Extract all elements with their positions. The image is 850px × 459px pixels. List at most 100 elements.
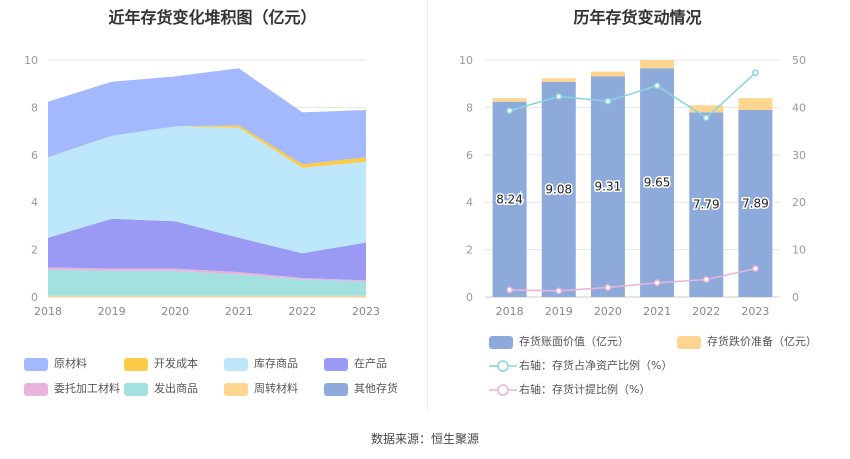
legend-swatch [24,383,48,396]
bar-impairment-reserve [541,78,576,82]
y-tick-label: 2 [31,244,38,257]
line-point [604,284,612,291]
legend-label: 发出商品 [154,382,198,395]
bar-inventory-value [492,101,527,297]
bar-value-label: 7.89 [742,197,769,211]
legend-swatch [224,358,248,371]
line-point [604,97,612,105]
area-1 [48,269,366,296]
legend-label: 原材料 [54,357,87,370]
y-tick-label: 0 [31,291,38,304]
area-3 [48,218,366,281]
x-tick-label: 2019 [545,305,573,318]
y-tick-label: 4 [31,196,38,209]
area-0 [48,295,366,297]
y-tick-label: 8 [466,101,473,114]
x-tick-label: 2018 [34,305,62,318]
area-2 [48,267,366,282]
line-point [752,265,759,272]
inventory-bar-chart: 0 2 4 6 8 10 0 10 20 30 40 50 8.24 9.08 9.31 9.65 7.79 7.… [459,54,806,318]
legend-swatch [489,336,513,349]
line-point [506,286,513,294]
legend-swatch [677,336,701,349]
y-tick-label: 2 [466,244,473,257]
y2-tick-label: 30 [792,149,806,162]
y2-tick-label: 10 [792,244,806,257]
line-point [752,69,759,77]
legend-label: 其他存货 [354,382,398,395]
legend-label: 委托加工材料 [54,382,120,395]
legend-swatch [124,383,148,396]
legend-label: 存货跌价准备（亿元） [707,335,817,348]
bar-impairment-reserve [590,71,625,77]
y2-tick-label: 50 [792,54,806,67]
right-chart-title: 历年存货变动情况 [573,8,702,27]
area-4 [48,126,366,254]
legend-label: 周转材料 [254,382,298,395]
bar-value-label: 8.24 [496,192,523,206]
legend-swatch [324,383,348,396]
line-point [702,276,710,283]
area-6 [48,68,366,165]
stacked-area-chart: 0 2 4 6 8 10 2018 2019 2020 2021 2022 2023 [24,54,380,318]
bar-impairment-reserve [492,98,527,102]
x-tick-label: 2022 [692,305,720,318]
line-point [702,114,710,122]
bar-inventory-value [541,81,576,297]
x-tick-label: 2020 [161,305,189,318]
y-tick-label: 6 [31,149,38,162]
line-point [555,93,563,100]
bar-inventory-value [640,68,675,297]
x-tick-label: 2023 [352,305,380,318]
legend-swatch [224,383,248,396]
bar-value-label: 9.08 [545,182,572,196]
bar-value-label: 9.65 [644,176,671,190]
right-legend: 存货账面价值（亿元） 存货跌价准备（亿元） 右轴：存货占净资产比例（%） 右轴：存货计… [425,334,850,406]
y2-tick-label: 0 [792,291,799,304]
y-tick-label: 8 [31,101,38,114]
line-point [506,107,513,115]
x-tick-label: 2020 [594,305,622,318]
inventory-bar-panel: 历年存货变动情况 0 2 4 6 8 10 0 10 20 30 40 50 8.24 9.08 9.31 9… [425,0,850,410]
data-source: 数据来源：恒生聚源 [370,432,479,446]
legend-label: 在产品 [354,357,387,370]
legend-swatch [124,358,148,371]
bar-impairment-reserve [689,105,724,113]
x-tick-label: 2022 [288,305,316,318]
x-tick-label: 2023 [741,305,769,318]
y-tick-label: 10 [24,54,38,67]
bar-impairment-reserve [738,98,773,111]
legend-label: 存货账面价值（亿元） [519,335,629,348]
line-point [653,279,661,287]
x-tick-label: 2021 [643,305,671,318]
area-5 [48,125,366,168]
x-tick-label: 2018 [496,305,524,318]
line-point [653,82,661,89]
y-tick-label: 0 [466,291,473,304]
legend-swatch [24,358,48,371]
left-chart-title: 近年存货变化堆积图（亿元） [108,8,317,27]
y2-tick-label: 20 [792,196,806,209]
panel-divider [427,0,428,410]
stacked-area-panel: 近年存货变化堆积图（亿元） 0 2 4 6 8 10 2018 2019 2020 2021 202… [0,0,425,410]
line-series-0 [509,72,756,119]
legend-label: 库存商品 [254,357,298,370]
y-tick-label: 10 [459,54,473,67]
x-tick-label: 2019 [98,305,126,318]
y-tick-label: 4 [466,196,473,209]
legend-swatch [489,360,517,372]
left-legend: 原材料 开发成本 库存商品 在产品委托加工材料 发出商品 周转材料 其他存货 [0,356,425,406]
line-point [555,287,563,295]
legend-swatch [324,358,348,371]
legend-label: 右轴：存货计提比例（%） [519,383,651,396]
legend-label: 右轴：存货占净资产比例（%） [519,359,673,372]
x-tick-label: 2021 [225,305,253,318]
legend-label: 开发成本 [154,357,198,370]
y-tick-label: 6 [466,149,473,162]
legend-swatch [489,384,517,396]
bar-value-label: 9.31 [595,180,622,194]
bar-inventory-value [689,112,724,297]
bar-impairment-reserve [640,60,675,69]
bar-inventory-value [590,76,625,297]
line-series-1 [509,267,756,292]
